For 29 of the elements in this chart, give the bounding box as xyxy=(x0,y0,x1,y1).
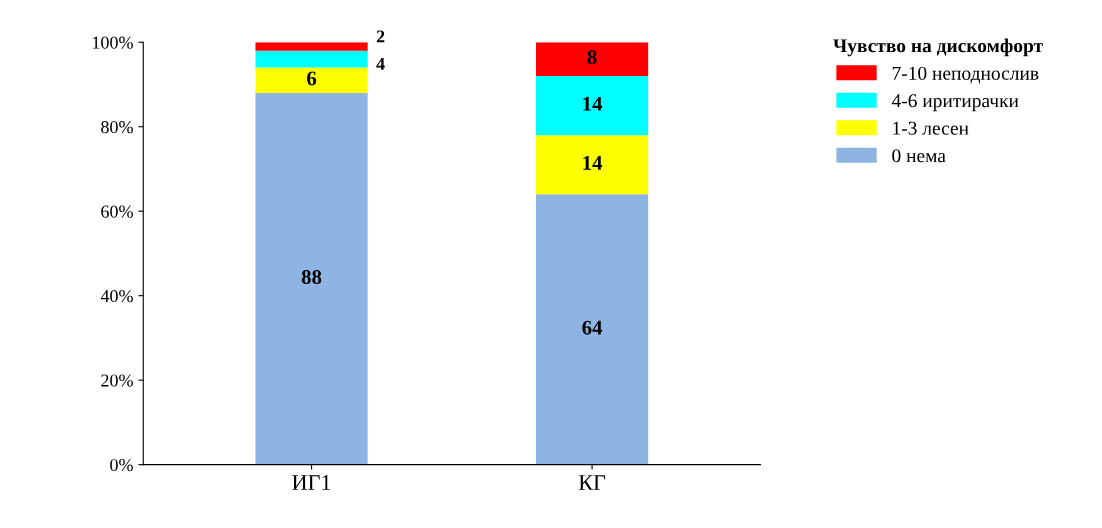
data-label: 14 xyxy=(583,96,603,111)
bar xyxy=(535,76,649,136)
x-tick-label: ИГ1 xyxy=(292,475,331,490)
y-tick-label: 40% xyxy=(100,289,133,303)
data-label: 2 xyxy=(376,30,385,43)
legend-label: 0 нема xyxy=(892,149,946,163)
data-label: 6 xyxy=(307,71,317,86)
data-label: 8 xyxy=(587,50,597,65)
legend-label: 1-3 лесен xyxy=(893,121,969,135)
bar xyxy=(255,67,368,93)
legend-label: 7-10 неподнослив xyxy=(892,66,1039,84)
y-tick-label: 0% xyxy=(110,458,133,472)
y-tick-label: 100% xyxy=(93,36,133,49)
data-label: 64 xyxy=(582,320,603,335)
data-label: 4 xyxy=(376,57,385,70)
data-label: 14 xyxy=(583,155,603,170)
x-tick-label: КГ xyxy=(578,475,606,490)
bar xyxy=(535,135,649,195)
bar xyxy=(535,194,649,465)
bar xyxy=(255,92,368,465)
bar xyxy=(255,50,368,68)
bar xyxy=(255,42,368,51)
y-tick-label: 20% xyxy=(101,374,133,387)
data-label: 88 xyxy=(301,269,322,284)
bar xyxy=(535,42,649,77)
legend-title: Чувство на дискомфорт xyxy=(833,38,1043,57)
legend-label: 4-6 иритирачки xyxy=(891,94,1019,112)
y-tick-label: 60% xyxy=(101,205,133,218)
y-tick-label: 80% xyxy=(101,120,133,134)
